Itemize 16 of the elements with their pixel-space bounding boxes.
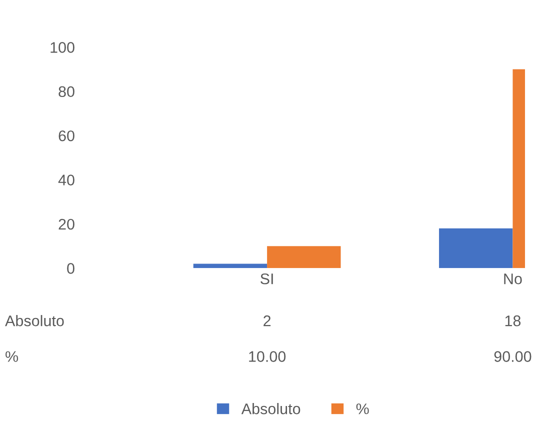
x-tick-label: No — [504, 274, 522, 284]
legend-label: % — [356, 403, 369, 414]
data-label: 90.00 — [494, 351, 532, 362]
x-tick-label: SI — [260, 273, 273, 284]
data-label: 18 — [505, 315, 521, 326]
y-tick-label: 60 — [58, 130, 74, 142]
y-tick-label: 100 — [50, 42, 74, 53]
data-label: 2 — [264, 315, 271, 326]
text: % — [6, 351, 18, 362]
y-tick-label: 40 — [58, 174, 74, 186]
data-label: 10.00 — [249, 351, 286, 362]
y-tick-label: 80 — [58, 86, 74, 98]
y-tick-label: 0 — [67, 263, 74, 274]
legend-label: Absoluto — [241, 403, 300, 414]
text: Absoluto — [5, 315, 64, 326]
y-tick-label: 20 — [58, 218, 74, 230]
